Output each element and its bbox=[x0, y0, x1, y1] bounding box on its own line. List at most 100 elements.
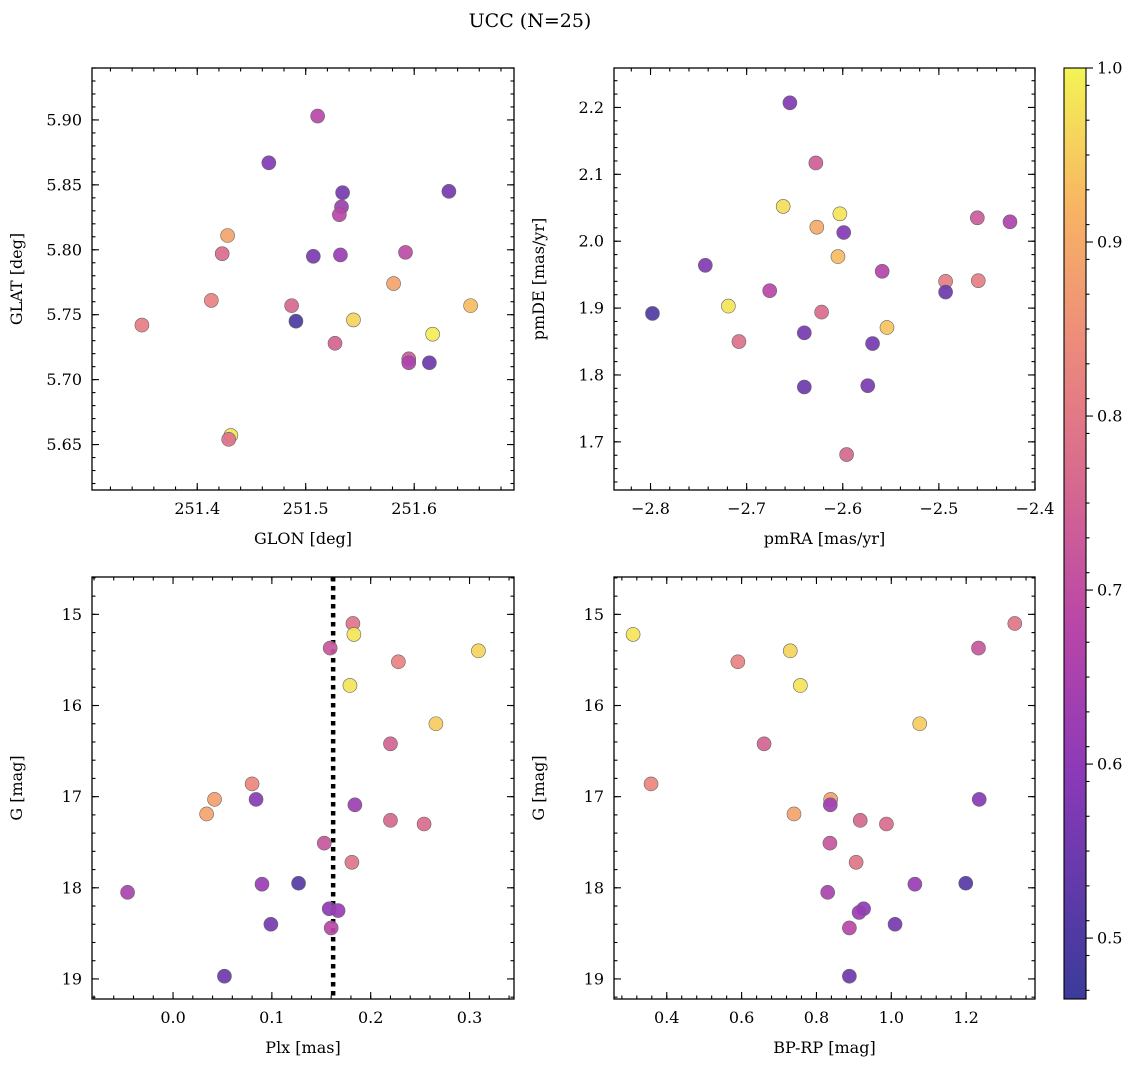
x-tick-label: 0.1 bbox=[259, 1008, 284, 1027]
scatter-point bbox=[120, 885, 135, 900]
y-axis-label: pmDE [mas/yr] bbox=[529, 218, 548, 341]
panel-plx-g: 0.0 0.1 0.2 0.3 15 16 17 18 19 Plx [mas] G [mag] bbox=[7, 576, 515, 1057]
scatter-point bbox=[808, 155, 824, 171]
x-axis-label: BP-RP [mag] bbox=[773, 1038, 875, 1057]
y-tick-label: 15 bbox=[584, 605, 604, 624]
scatter-point bbox=[874, 264, 890, 279]
scatter-point bbox=[416, 816, 432, 832]
scatter-point bbox=[851, 905, 867, 920]
y-tick-label: 16 bbox=[62, 696, 82, 715]
scatter-point bbox=[842, 968, 857, 984]
scatter-point bbox=[463, 298, 478, 313]
panel-glon-glat: 251.4 251.5 251.6 5.65 5.70 5.75 5.80 5.85 5.90 G… bbox=[7, 67, 515, 548]
scatter-point bbox=[971, 792, 987, 807]
scatter-point bbox=[848, 854, 864, 870]
y-tick-label: 1.7 bbox=[579, 432, 604, 451]
y-tick-label: 5.85 bbox=[46, 175, 82, 194]
x-tick-label: 251.5 bbox=[283, 499, 329, 518]
scatter-point bbox=[398, 245, 413, 260]
scatter-point bbox=[248, 792, 264, 807]
axes-frame bbox=[613, 67, 1036, 491]
y-tick-label: 17 bbox=[584, 787, 604, 806]
scatter-point bbox=[730, 654, 746, 670]
x-tick-label: 251.6 bbox=[391, 499, 437, 518]
x-tick-label: 0.8 bbox=[804, 1008, 829, 1027]
x-tick-label: −2.5 bbox=[919, 499, 958, 518]
scatter-point bbox=[316, 835, 332, 851]
panel-bprp-g: 0.4 0.6 0.8 1.0 1.2 15 16 17 18 19 BP-RP [mag] G [m… bbox=[529, 576, 1036, 1057]
scatter-point bbox=[401, 355, 417, 371]
scatter-point bbox=[347, 797, 363, 813]
scatter-point bbox=[344, 854, 360, 870]
scatter-point bbox=[383, 736, 398, 752]
scatter-point bbox=[721, 298, 736, 314]
colorbar-tick-label: 1.0 bbox=[1097, 59, 1122, 78]
scatter-point bbox=[852, 813, 868, 828]
scatter-point bbox=[332, 207, 347, 223]
axes-frame bbox=[91, 67, 515, 491]
scatter-point bbox=[383, 813, 398, 828]
scatter-point bbox=[217, 968, 232, 984]
scatter-point bbox=[261, 155, 277, 171]
scatter-point bbox=[244, 776, 260, 792]
scatter-point bbox=[221, 432, 236, 447]
figure-title: UCC (N=25) bbox=[469, 10, 592, 32]
scatter-point bbox=[263, 916, 279, 932]
scatter-point bbox=[782, 95, 798, 111]
y-axis-label: GLAT [deg] bbox=[7, 233, 26, 325]
y-axis-label: G [mag] bbox=[7, 755, 26, 820]
panel-pmra-pmde: −2.8 −2.7 −2.6 −2.5 −2.4 1.7 1.8 1.9 2.0 2.1 2.2 pm… bbox=[529, 67, 1054, 548]
scatter-point bbox=[820, 885, 835, 900]
x-tick-label: −2.8 bbox=[631, 499, 670, 518]
scatter-point bbox=[865, 336, 880, 351]
y-tick-label: 19 bbox=[62, 969, 82, 988]
scatter-point bbox=[322, 640, 338, 656]
x-axis-label: GLON [deg] bbox=[254, 529, 352, 548]
x-tick-label: −2.7 bbox=[727, 499, 766, 518]
x-tick-label: −2.6 bbox=[823, 499, 862, 518]
scatter-point bbox=[207, 792, 222, 807]
scatter-point bbox=[284, 298, 299, 313]
scatter-point bbox=[731, 334, 747, 349]
scatter-point bbox=[346, 627, 362, 642]
scatter-point bbox=[793, 678, 808, 693]
scatter-point bbox=[254, 876, 270, 892]
scatter-point bbox=[814, 304, 829, 320]
scatter-point bbox=[938, 284, 953, 300]
scatter-point bbox=[836, 225, 852, 240]
y-tick-label: 5.70 bbox=[46, 370, 82, 389]
y-tick-label: 19 bbox=[584, 969, 604, 988]
scatter-point bbox=[386, 276, 401, 291]
x-tick-label: 0.0 bbox=[160, 1008, 185, 1027]
y-tick-label: 5.90 bbox=[46, 110, 82, 129]
scatter-point bbox=[288, 313, 304, 329]
scatter-point bbox=[330, 903, 346, 918]
scatter-point bbox=[335, 185, 350, 200]
scatter-point bbox=[756, 736, 772, 752]
scatter-point bbox=[310, 108, 325, 124]
scatter-point bbox=[912, 716, 928, 732]
y-tick-label: 2.1 bbox=[579, 165, 604, 184]
x-tick-label: 0.2 bbox=[358, 1008, 383, 1027]
colorbar-tick-label: 0.6 bbox=[1097, 755, 1122, 774]
y-tick-label: 2.2 bbox=[579, 98, 604, 117]
y-tick-label: 15 bbox=[62, 605, 82, 624]
scatter-point bbox=[625, 627, 641, 642]
x-tick-label: 251.4 bbox=[174, 499, 220, 518]
x-axis-label: pmRA [mas/yr] bbox=[764, 529, 886, 548]
scatter-point bbox=[428, 716, 444, 732]
scatter-point bbox=[422, 355, 437, 371]
scatter-point bbox=[970, 210, 985, 226]
y-tick-label: 5.75 bbox=[46, 305, 82, 324]
scatter-point bbox=[306, 248, 321, 264]
scatter-point bbox=[839, 447, 854, 462]
scatter-point bbox=[958, 875, 974, 891]
scatter-point bbox=[327, 335, 343, 351]
scatter-point bbox=[204, 293, 219, 308]
scatter-point bbox=[698, 257, 713, 273]
x-tick-label: 0.3 bbox=[457, 1008, 482, 1027]
scatter-point bbox=[214, 246, 230, 261]
y-tick-label: 16 bbox=[584, 696, 604, 715]
colorbar-tick-label: 0.9 bbox=[1097, 233, 1122, 252]
